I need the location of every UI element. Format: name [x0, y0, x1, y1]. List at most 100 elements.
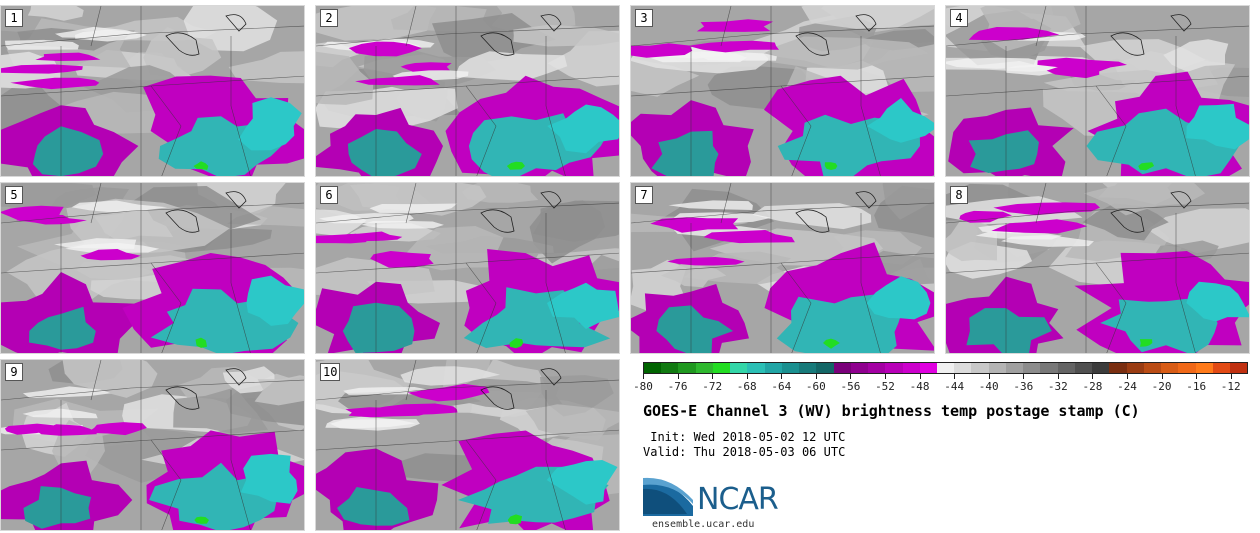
- colorbar-swatch: [661, 363, 679, 373]
- colorbar-tick-mark: [954, 374, 956, 379]
- colorbar-swatch: [919, 363, 937, 373]
- ensemble-member-panel: 10: [315, 359, 620, 531]
- panel-number: 2: [320, 9, 338, 27]
- colorbar-tick-label: -64: [771, 380, 792, 393]
- panel-number: 5: [5, 186, 23, 204]
- wv-brightness-map: [631, 6, 934, 176]
- colorbar-tick-label: -76: [667, 380, 688, 393]
- colorbar-tick-mark: [815, 374, 817, 379]
- colorbar-swatch: [1229, 363, 1248, 373]
- ensemble-member-panel: 7: [630, 182, 935, 354]
- wv-brightness-map: [316, 183, 619, 353]
- wv-brightness-map: [1, 183, 304, 353]
- panel-number: 1: [5, 9, 23, 27]
- colorbar-swatch: [971, 363, 989, 373]
- colorbar-swatch: [850, 363, 869, 373]
- wv-brightness-map: [316, 360, 619, 530]
- ensemble-member-panel: 5: [0, 182, 305, 354]
- colorbar-swatch: [1143, 363, 1162, 373]
- colorbar-tick-mark: [1196, 374, 1198, 379]
- colorbar-swatch: [833, 363, 851, 373]
- wv-brightness-map: [1, 360, 304, 530]
- ncar-logo-icon: [643, 477, 693, 516]
- wv-brightness-map: [631, 183, 934, 353]
- colorbar-swatch: [1040, 363, 1058, 373]
- colorbar-swatch: [954, 363, 972, 373]
- colorbar-tick-label: -56: [840, 380, 861, 393]
- colorbar: [643, 362, 1248, 374]
- panel-number: 9: [5, 363, 23, 381]
- panel-number: 3: [635, 9, 653, 27]
- colorbar-swatch: [868, 363, 886, 373]
- colorbar-swatch: [1057, 363, 1075, 373]
- colorbar-swatch: [1161, 363, 1179, 373]
- colorbar-swatch: [1092, 363, 1110, 373]
- colorbar-tick-mark: [850, 374, 852, 379]
- colorbar-swatch: [747, 363, 765, 373]
- colorbar-tick-mark: [746, 374, 748, 379]
- colorbar-tick-mark: [885, 374, 886, 379]
- panel-number: 8: [950, 186, 968, 204]
- colorbar-tick-label: -28: [1082, 380, 1103, 393]
- colorbar-swatch: [988, 363, 1006, 373]
- colorbar-swatch: [902, 363, 920, 373]
- colorbar-tick-label: -48: [909, 380, 930, 393]
- colorbar-swatch: [936, 363, 955, 373]
- colorbar-tick-mark: [1023, 374, 1025, 379]
- colorbar-tick-mark: [1161, 374, 1163, 379]
- ensemble-member-panel: 6: [315, 182, 620, 354]
- panel-number: 4: [950, 9, 968, 27]
- colorbar-swatch: [816, 363, 834, 373]
- panel-number: 10: [320, 363, 341, 381]
- colorbar-swatch: [1212, 363, 1230, 373]
- wv-brightness-map: [946, 6, 1249, 176]
- colorbar-tick-mark: [988, 374, 990, 379]
- colorbar-swatch: [730, 363, 748, 373]
- colorbar-swatch: [1109, 363, 1127, 373]
- colorbar-swatch: [644, 363, 662, 373]
- wv-brightness-map: [1, 6, 304, 176]
- colorbar-swatch: [781, 363, 800, 373]
- wv-brightness-map: [316, 6, 619, 176]
- colorbar-swatch: [1023, 363, 1041, 373]
- colorbar-tick-label: -80: [633, 380, 653, 393]
- colorbar-tick-label: -44: [944, 380, 965, 393]
- colorbar-swatch: [1074, 363, 1093, 373]
- colorbar-swatch: [799, 363, 817, 373]
- logo-text: NCAR: [697, 482, 779, 517]
- panel-number: 7: [635, 186, 653, 204]
- colorbar-tick-label: -20: [1151, 380, 1172, 393]
- colorbar-swatch: [678, 363, 696, 373]
- colorbar-tick-label: -32: [1047, 380, 1068, 393]
- colorbar-swatch: [885, 363, 903, 373]
- colorbar-tick-mark: [1127, 374, 1128, 379]
- ensemble-member-panel: 3: [630, 5, 935, 177]
- colorbar-tick-label: -36: [1013, 380, 1034, 393]
- ensemble-member-panel: 8: [945, 182, 1250, 354]
- wv-brightness-map: [946, 183, 1249, 353]
- colorbar-tick-label: -72: [702, 380, 723, 393]
- colorbar-tick-mark: [712, 374, 714, 379]
- valid-time: Valid: Thu 2018-05-03 06 UTC: [643, 445, 846, 459]
- ensemble-member-panel: 9: [0, 359, 305, 531]
- colorbar-tick-mark: [781, 374, 783, 379]
- colorbar-swatch: [1005, 363, 1024, 373]
- colorbar-tick-mark: [1092, 374, 1094, 379]
- colorbar-swatch: [1195, 363, 1213, 373]
- colorbar-tick-label: -40: [978, 380, 999, 393]
- colorbar-tick-label: -68: [736, 380, 757, 393]
- ensemble-member-panel: 1: [0, 5, 305, 177]
- ensemble-member-panel: 2: [315, 5, 620, 177]
- colorbar-tick-mark: [643, 374, 644, 379]
- colorbar-tick-mark: [1230, 374, 1232, 379]
- colorbar-ticks: -80 -76 -72 -68 -64 -60 -56 -52 -48 -44 -40 -36 -32 -…: [633, 374, 1248, 394]
- colorbar-tick-label: -24: [1117, 380, 1137, 393]
- colorbar-tick-label: -60: [805, 380, 826, 393]
- colorbar-tick-label: -12: [1220, 380, 1241, 393]
- panel-number: 6: [320, 186, 338, 204]
- colorbar-tick-label: -16: [1186, 380, 1207, 393]
- colorbar-swatch: [1178, 363, 1196, 373]
- colorbar-swatch: [695, 363, 713, 373]
- colorbar-tick-mark: [1057, 374, 1059, 379]
- figure-title: GOES-E Channel 3 (WV) brightness temp po…: [643, 402, 1140, 420]
